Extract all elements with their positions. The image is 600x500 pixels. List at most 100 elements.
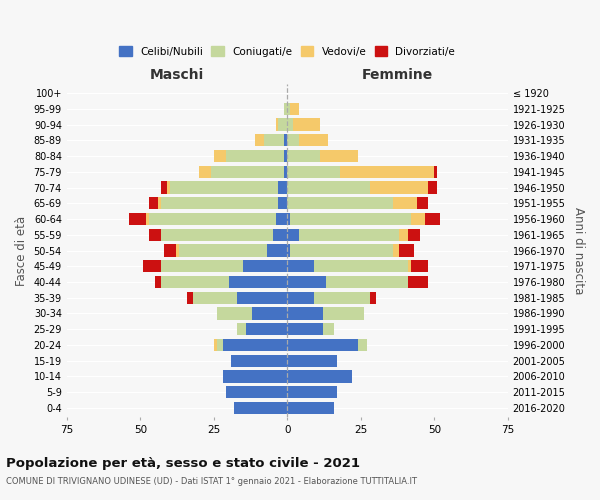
Bar — [238, 323, 246, 336]
Bar — [226, 150, 284, 162]
Bar — [187, 292, 193, 304]
Bar — [214, 150, 226, 162]
Bar — [290, 102, 299, 115]
Bar — [320, 150, 358, 162]
Bar — [287, 386, 337, 398]
Bar — [290, 244, 393, 256]
Bar — [434, 166, 437, 178]
Bar — [161, 182, 167, 194]
Bar — [217, 308, 252, 320]
Bar — [179, 244, 267, 256]
Bar — [314, 292, 370, 304]
Bar — [287, 244, 290, 256]
Bar — [246, 323, 287, 336]
Bar — [287, 323, 323, 336]
Bar — [340, 166, 434, 178]
Bar — [287, 197, 393, 209]
Bar — [278, 182, 287, 194]
Bar — [264, 134, 284, 146]
Bar — [278, 197, 287, 209]
Bar — [323, 308, 364, 320]
Bar — [393, 244, 399, 256]
Bar — [214, 339, 217, 351]
Bar — [143, 260, 161, 272]
Bar — [149, 197, 158, 209]
Bar — [287, 308, 323, 320]
Bar — [287, 150, 320, 162]
Bar — [161, 197, 278, 209]
Bar — [161, 228, 272, 241]
Bar — [399, 244, 414, 256]
Bar — [161, 260, 243, 272]
Bar — [252, 308, 287, 320]
Bar — [314, 260, 408, 272]
Bar — [146, 213, 149, 225]
Text: Femmine: Femmine — [362, 68, 433, 82]
Bar — [278, 118, 287, 131]
Bar — [217, 339, 223, 351]
Bar — [149, 213, 275, 225]
Bar — [358, 339, 367, 351]
Bar — [287, 292, 314, 304]
Bar — [370, 292, 376, 304]
Bar — [399, 228, 408, 241]
Bar — [408, 260, 411, 272]
Bar — [128, 213, 146, 225]
Legend: Celibi/Nubili, Coniugati/e, Vedovi/e, Divorziati/e: Celibi/Nubili, Coniugati/e, Vedovi/e, Di… — [115, 42, 460, 60]
Bar — [290, 213, 411, 225]
Y-axis label: Fasce di età: Fasce di età — [15, 216, 28, 286]
Bar — [284, 166, 287, 178]
Bar — [416, 197, 428, 209]
Text: Maschi: Maschi — [150, 68, 204, 82]
Bar — [411, 213, 425, 225]
Bar — [287, 134, 299, 146]
Bar — [287, 370, 352, 382]
Bar — [193, 292, 238, 304]
Bar — [287, 166, 340, 178]
Bar — [155, 276, 161, 288]
Y-axis label: Anni di nascita: Anni di nascita — [572, 207, 585, 294]
Bar — [323, 323, 334, 336]
Bar — [425, 213, 440, 225]
Bar — [275, 213, 287, 225]
Bar — [238, 292, 287, 304]
Bar — [164, 244, 176, 256]
Bar — [287, 339, 358, 351]
Bar — [267, 244, 287, 256]
Bar — [287, 402, 334, 414]
Bar — [211, 166, 284, 178]
Bar — [232, 354, 287, 367]
Bar — [287, 354, 337, 367]
Bar — [284, 150, 287, 162]
Bar — [275, 118, 278, 131]
Bar — [199, 166, 211, 178]
Bar — [287, 260, 314, 272]
Bar — [284, 102, 287, 115]
Bar — [287, 276, 326, 288]
Bar — [161, 276, 229, 288]
Bar — [167, 182, 170, 194]
Bar — [408, 276, 428, 288]
Bar — [287, 213, 290, 225]
Bar — [158, 197, 161, 209]
Bar — [411, 260, 428, 272]
Bar — [326, 276, 408, 288]
Bar — [299, 134, 328, 146]
Bar — [428, 182, 437, 194]
Bar — [393, 197, 416, 209]
Bar — [176, 244, 179, 256]
Bar — [223, 370, 287, 382]
Bar — [287, 182, 370, 194]
Bar — [149, 228, 161, 241]
Bar — [235, 402, 287, 414]
Bar — [370, 182, 428, 194]
Bar — [287, 118, 293, 131]
Bar — [287, 228, 299, 241]
Bar — [287, 102, 290, 115]
Bar — [272, 228, 287, 241]
Bar — [299, 228, 399, 241]
Bar — [284, 134, 287, 146]
Text: COMUNE DI TRIVIGNANO UDINESE (UD) - Dati ISTAT 1° gennaio 2021 - Elaborazione TU: COMUNE DI TRIVIGNANO UDINESE (UD) - Dati… — [6, 478, 417, 486]
Bar — [170, 182, 278, 194]
Bar — [243, 260, 287, 272]
